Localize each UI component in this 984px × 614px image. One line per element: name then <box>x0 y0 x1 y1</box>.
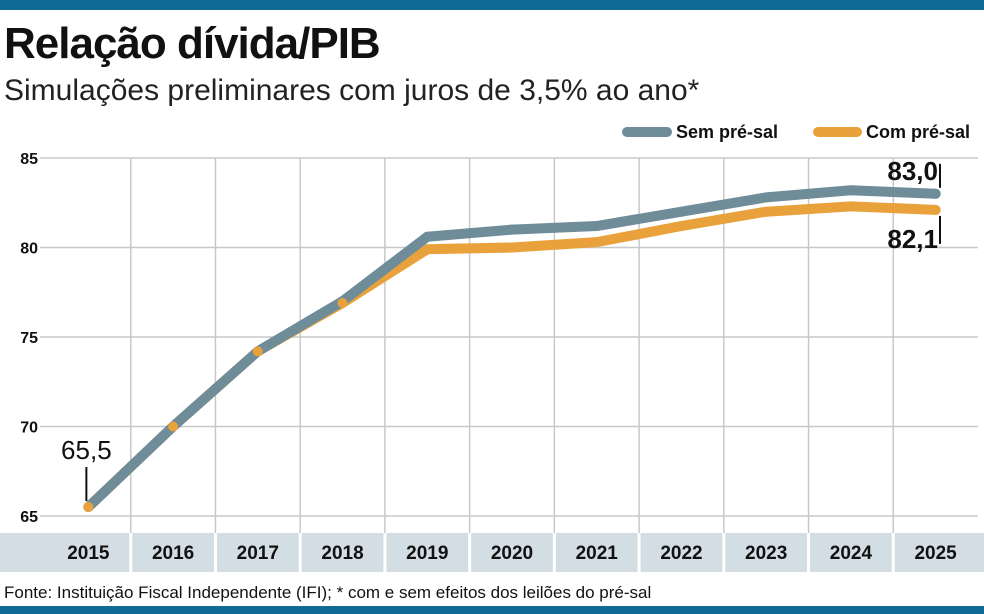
data-point <box>591 237 602 248</box>
x-tick-label: 2020 <box>491 543 533 564</box>
data-point <box>83 502 94 513</box>
data-point <box>507 242 517 253</box>
legend-label: Sem pré-sal <box>676 122 778 142</box>
data-point <box>845 201 856 212</box>
data-point <box>761 192 772 203</box>
data-point <box>422 244 433 255</box>
x-axis-band <box>0 533 984 572</box>
data-point <box>676 221 687 232</box>
source-note: Fonte: Instituição Fiscal Independente (… <box>4 583 652 602</box>
y-tick-label: 70 <box>20 420 38 437</box>
bottom-color-bar <box>0 606 984 614</box>
data-point <box>168 421 179 432</box>
legend-label: Com pré-sal <box>866 122 970 142</box>
x-tick-label: 2015 <box>67 543 110 564</box>
data-point <box>930 188 941 199</box>
x-tick-label: 2022 <box>660 543 702 564</box>
y-tick-label: 75 <box>20 330 38 347</box>
y-tick-label: 85 <box>20 151 38 168</box>
data-point <box>930 204 941 215</box>
x-tick-label: 2018 <box>321 543 363 564</box>
data-point <box>337 297 348 308</box>
data-point <box>507 224 517 235</box>
x-tick-label: 2025 <box>914 543 957 564</box>
annotation-label: 65,5 <box>61 435 112 465</box>
x-tick-label: 2017 <box>237 543 279 564</box>
chart-subtitle: Simulações preliminares com juros de 3,5… <box>4 74 700 107</box>
y-tick-label: 65 <box>20 509 38 526</box>
data-point <box>845 185 856 196</box>
top-color-bar <box>0 0 984 10</box>
annotation-label: 83,0 <box>887 156 938 186</box>
data-point <box>591 221 602 232</box>
x-tick-label: 2019 <box>406 543 448 564</box>
x-tick-label: 2016 <box>152 543 194 564</box>
y-tick-label: 80 <box>20 241 38 258</box>
chart-title: Relação dívida/PIB <box>4 19 381 68</box>
data-point <box>252 346 263 357</box>
x-tick-label: 2024 <box>830 543 873 564</box>
x-tick-label: 2023 <box>745 543 787 564</box>
x-tick-label: 2021 <box>576 543 619 564</box>
data-point <box>422 231 433 242</box>
annotation-label: 82,1 <box>887 224 938 254</box>
data-point <box>761 206 772 217</box>
data-point <box>676 206 687 217</box>
